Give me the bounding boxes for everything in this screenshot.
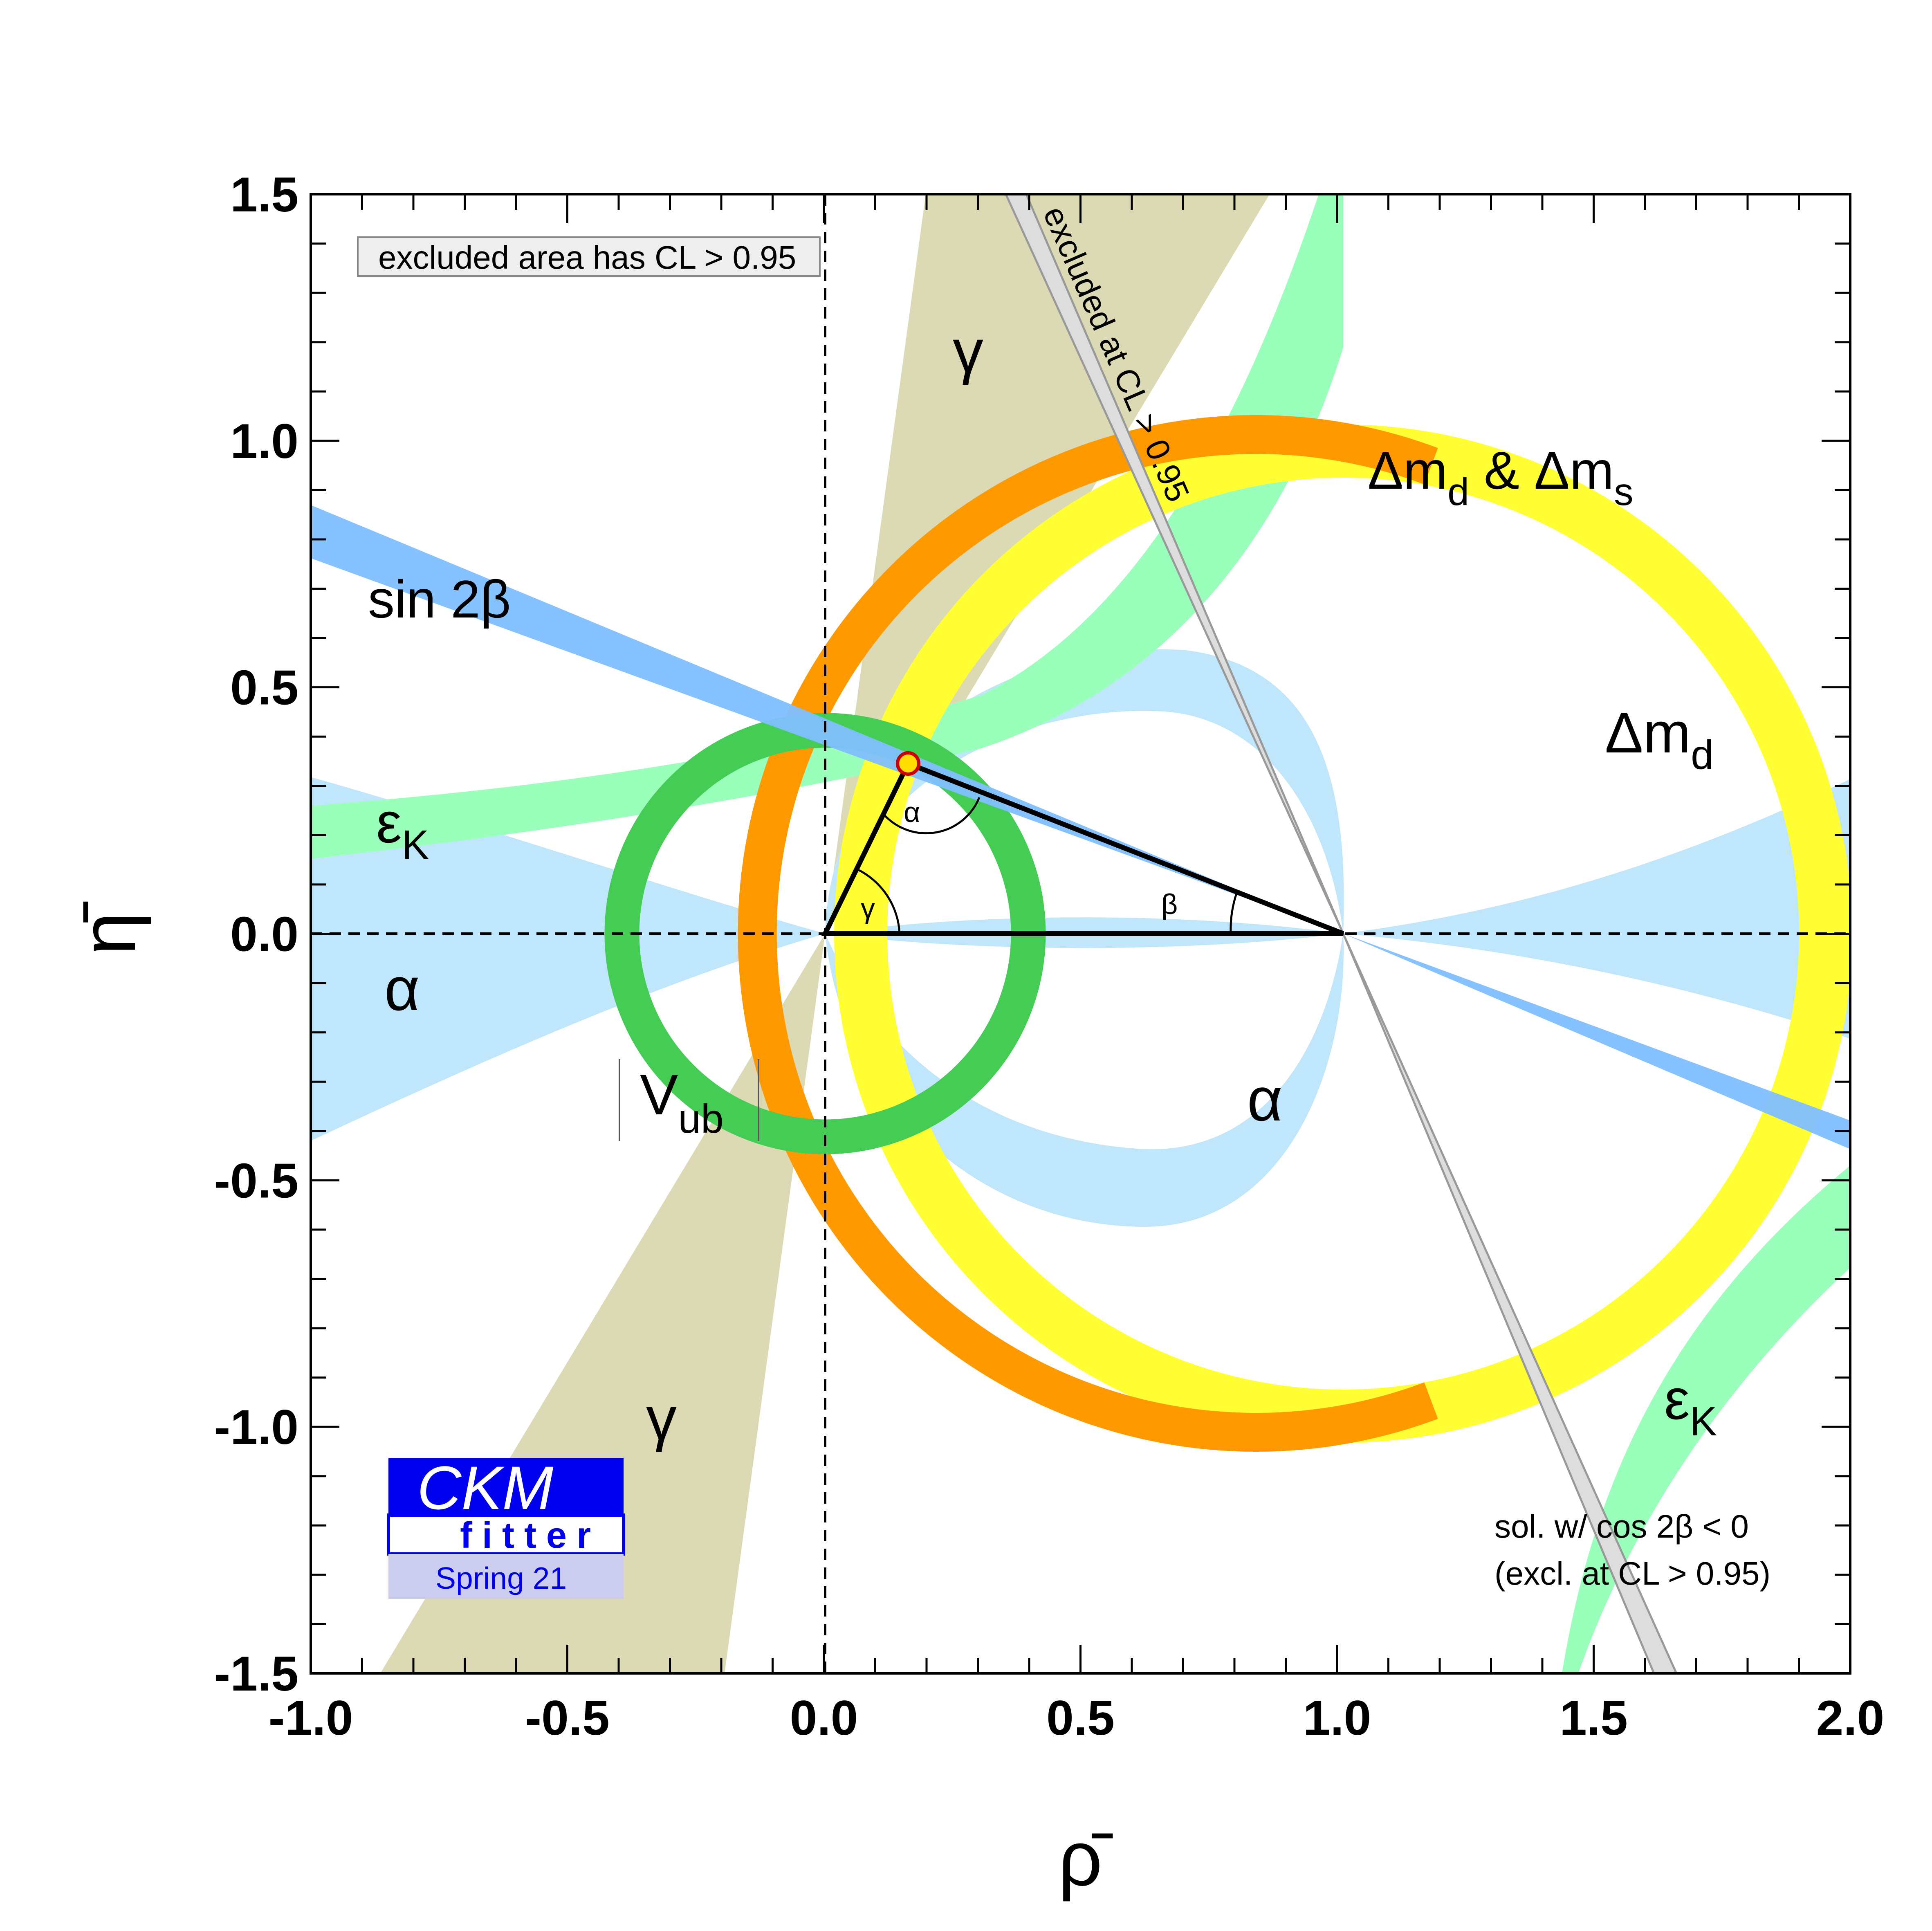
sol-note-line1: sol. w/ cos 2β < 0 [1494, 1508, 1749, 1545]
alpha-region-lower-arc [825, 934, 1344, 1227]
y-tick-label: 0.5 [230, 660, 298, 715]
y-tick-label: 0.0 [230, 907, 298, 962]
gamma-angle-arc [856, 868, 901, 934]
dmd-label: Δmd [1605, 701, 1714, 778]
dmd-dms-label: Δmd & Δms [1368, 440, 1634, 514]
x-tick-label: -0.5 [525, 1691, 610, 1745]
gamma-label-top: γ [953, 317, 983, 385]
sin2beta-label: sin 2β [368, 569, 511, 629]
epsk-region-upper [311, 194, 1343, 859]
logo-top-band [388, 1458, 624, 1517]
alpha-region-right-wing [1343, 779, 1850, 1039]
alpha-label-left: α [384, 954, 420, 1023]
logo-ckm-text: CKM [417, 1453, 553, 1522]
axis-ticks [310, 193, 1851, 1675]
x-tick-label: 2.0 [1816, 1691, 1885, 1745]
apex-marker [896, 751, 920, 776]
excluded-area-box [357, 236, 821, 277]
epsk-label-left: εK [376, 790, 429, 868]
x-tick-label: 1.0 [1303, 1691, 1371, 1745]
gamma-label-bottom: γ [646, 1384, 677, 1453]
y-tick-label: 1.0 [230, 414, 298, 469]
alpha-label-right: α [1247, 1065, 1283, 1134]
angle-label-beta: β [1161, 888, 1178, 920]
axis-tick-labels: -1.0 -0.5 0.0 0.5 1.0 1.5 2.0 1.5 1.0 0.5 0.0 -0.5 -… [214, 167, 1884, 1745]
x-tick-label: 0.0 [790, 1691, 858, 1745]
vub-label: Vub [640, 1062, 724, 1142]
y-tick-label: -1.0 [214, 1400, 298, 1455]
logo-fitter-text: fitter [460, 1515, 601, 1556]
epsk-label-right: εK [1664, 1367, 1717, 1444]
x-tick-label: -1.0 [269, 1691, 353, 1745]
y-tick-label: 1.5 [230, 167, 298, 222]
ckmfitter-logo: CKM fitter Spring 21 [387, 1453, 625, 1599]
logo-mid-band [387, 1513, 625, 1556]
x-tick-label: 0.5 [1046, 1691, 1115, 1745]
sol-note-line2: (excl. at CL > 0.95) [1494, 1555, 1770, 1592]
epsk-region-lower [1562, 1165, 1850, 1673]
x-tick-label: 1.5 [1560, 1691, 1628, 1745]
angle-label-alpha: α [904, 796, 920, 828]
sin2beta-band [311, 505, 1850, 1149]
alpha-region-left [311, 777, 825, 1141]
excluded-area-text: excluded area has CL > 0.95 [378, 239, 796, 276]
x-axis-title: ρ̄ [1058, 1815, 1113, 1902]
angle-label-gamma: γ [861, 892, 875, 924]
alpha-angle-arc [882, 797, 981, 835]
y-tick-label: -1.5 [214, 1646, 298, 1701]
logo-spring-text: Spring 21 [435, 1561, 567, 1595]
unitarity-triangle [821, 760, 1344, 936]
logo-bottom-band [388, 1554, 624, 1599]
y-axis-title: η̄ [65, 901, 152, 955]
y-tick-label: -0.5 [214, 1153, 298, 1208]
beta-angle-arc [1230, 892, 1238, 934]
